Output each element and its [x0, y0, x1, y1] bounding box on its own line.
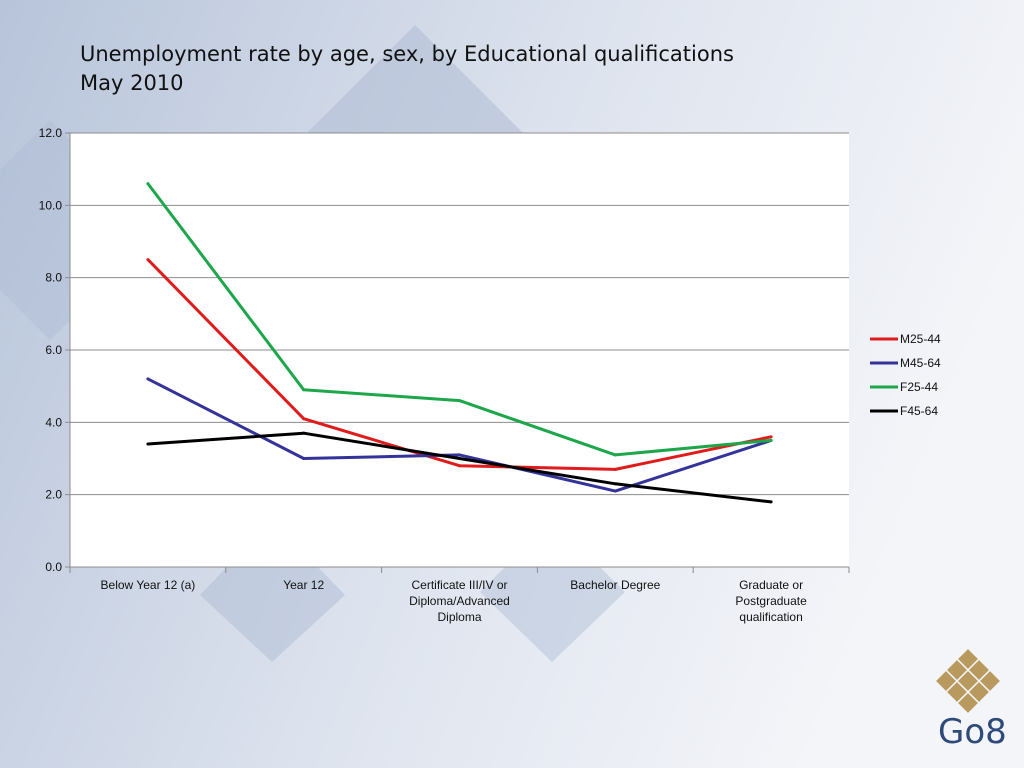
x-tick-label: qualification: [739, 610, 802, 624]
data-point: [769, 438, 773, 442]
legend-label: F25-44: [900, 380, 938, 394]
x-tick-label: Diploma: [437, 610, 481, 624]
data-point: [458, 457, 461, 460]
y-tick-label: 6.0: [45, 343, 62, 357]
data-point: [302, 388, 306, 392]
data-point: [769, 435, 773, 439]
x-tick-label: Graduate or: [739, 578, 803, 592]
title-line-1: Unemployment rate by age, sex, by Educat…: [80, 42, 734, 66]
data-point: [146, 377, 150, 381]
go8-logo-mark: [936, 649, 1000, 713]
data-point: [769, 500, 773, 504]
y-tick-labels: 0.0 2.0 4.0 6.0 8.0 10.0 12.0: [39, 126, 63, 574]
data-point: [146, 258, 150, 262]
legend-label: M45-64: [900, 356, 941, 370]
y-tick-label: 0.0: [45, 560, 62, 574]
data-point: [146, 442, 150, 446]
x-tick-label: Year 12: [283, 578, 324, 592]
series-lines: [146, 182, 773, 504]
data-point: [613, 482, 617, 486]
data-point: [458, 399, 461, 403]
slide-title: Unemployment rate by age, sex, by Educat…: [80, 40, 734, 98]
data-point: [613, 453, 617, 457]
title-line-2: May 2010: [80, 71, 184, 95]
data-point: [613, 489, 617, 493]
x-tick-label: Bachelor Degree: [570, 578, 660, 592]
axes: [65, 132, 850, 573]
legend-label: M25-44: [900, 332, 941, 346]
y-tick-label: 2.0: [45, 488, 62, 502]
x-tick-label: Postgraduate: [735, 594, 807, 608]
y-tick-label: 10.0: [39, 198, 63, 212]
y-tick-label: 12.0: [39, 126, 63, 140]
legend-label: F45-64: [900, 404, 938, 418]
x-tick-labels: Below Year 12 (a) Year 12 Certificate III/…: [101, 578, 808, 624]
x-tick-label: Certificate III/IV or: [411, 578, 507, 592]
legend: M25-44 M45-64 F25-44 F45-64: [870, 332, 941, 418]
go8-logo-text: Go8: [938, 712, 1007, 752]
x-tick-label: Diploma/Advanced: [409, 594, 510, 608]
data-point: [302, 417, 306, 421]
y-tick-label: 4.0: [45, 415, 62, 429]
data-point: [146, 182, 150, 186]
data-point: [613, 467, 617, 471]
data-point: [458, 453, 461, 457]
y-tick-label: 8.0: [45, 271, 62, 285]
x-tick-label: Below Year 12 (a): [101, 578, 196, 592]
data-point: [458, 464, 461, 468]
data-point: [302, 431, 306, 435]
data-point: [302, 457, 306, 460]
